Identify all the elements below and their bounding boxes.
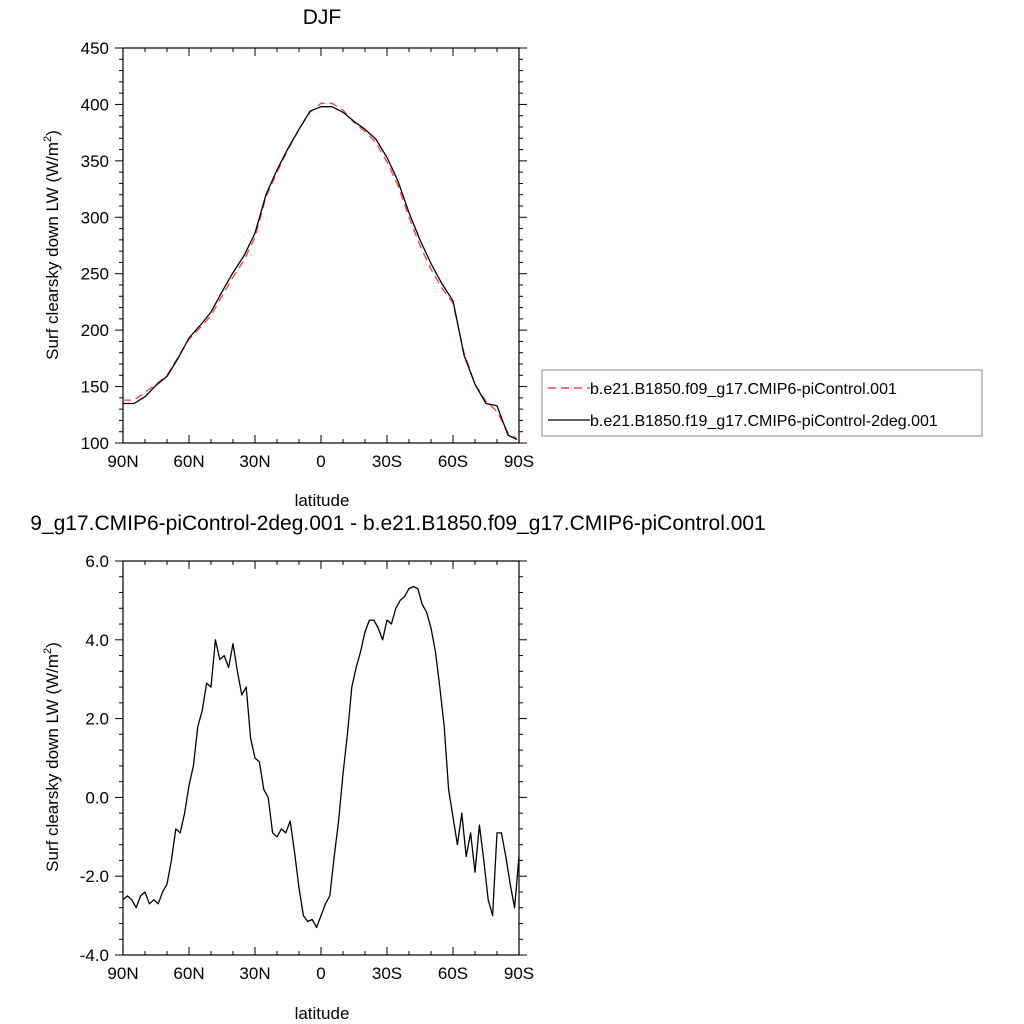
bottom-y-tick-label: 2.0 [85, 710, 109, 729]
top-y-tick-label: 250 [81, 265, 109, 284]
bottom-axes: 90N 60N 30N 0 30S 60S 90S -4.0 -2.0 0.0 2.0 4.0 6.0 [80, 552, 534, 983]
bottom-x-tick-label: 60S [438, 964, 468, 983]
top-y-axis-label: Surf clearsky down LW (W/m2) [42, 130, 62, 360]
bottom-x-tick-label: 90S [504, 964, 534, 983]
top-x-tick-label: 0 [316, 452, 325, 471]
top-series-group [123, 102, 518, 441]
bottom-y-tick-label: -2.0 [80, 867, 109, 886]
bottom-x-tick-label: 90N [107, 964, 138, 983]
top-x-tick-label: 60N [173, 452, 204, 471]
top-y-tick-label: 350 [81, 152, 109, 171]
top-y-tick-label: 400 [81, 95, 109, 114]
bottom-series-line-1 [122, 585, 520, 929]
top-chart-title: DJF [303, 6, 342, 29]
top-series-line-2 [123, 106, 518, 441]
bottom-series-group [122, 585, 520, 929]
bottom-x-tick-label: 0 [316, 964, 325, 983]
bottom-x-tick-label: 30N [239, 964, 270, 983]
top-y-tick-label: 450 [81, 39, 109, 58]
bottom-plot-frame [122, 560, 520, 956]
top-x-tick-label: 30N [239, 452, 270, 471]
bottom-x-tick-label: 30S [372, 964, 402, 983]
top-x-tick-label: 90N [107, 452, 138, 471]
top-series-line-1 [123, 102, 518, 440]
top-y-tick-label: 100 [81, 434, 109, 453]
top-x-tick-label: 90S [504, 452, 534, 471]
bottom-chart-title: 9_g17.CMIP6-piControl-2deg.001 - b.e21.B… [30, 512, 765, 535]
legend-box [541, 369, 983, 437]
bottom-y-axis-label: Surf clearsky down LW (W/m2) [42, 642, 62, 872]
bottom-y-tick-label: 0.0 [85, 788, 109, 807]
top-y-tick-label: 200 [81, 321, 109, 340]
top-x-tick-label: 30S [372, 452, 402, 471]
top-chart: DJF 90N 60N 30N 0 30S 60S 90S 100 150 200 250 300 35… [42, 6, 983, 510]
legend: b.e21.B1850.f09_g17.CMIP6-piControl.001 … [541, 369, 983, 437]
top-axes: 90N 60N 30N 0 30S 60S 90S 100 150 200 250 300 350 400… [81, 39, 535, 471]
top-y-tick-label: 300 [81, 208, 109, 227]
bottom-chart: 9_g17.CMIP6-piControl-2deg.001 - b.e21.B… [30, 512, 765, 1023]
top-x-axis-label: latitude [295, 491, 350, 510]
bottom-x-tick-label: 60N [173, 964, 204, 983]
legend-label-series-1: b.e21.B1850.f09_g17.CMIP6-piControl.001 [590, 381, 897, 398]
bottom-y-tick-label: -4.0 [80, 946, 109, 965]
bottom-y-tick-label: 6.0 [85, 552, 109, 571]
legend-label-series-2: b.e21.B1850.f19_g17.CMIP6-piControl-2deg… [590, 413, 938, 430]
bottom-y-tick-label: 4.0 [85, 631, 109, 650]
bottom-x-axis-label: latitude [295, 1004, 350, 1023]
top-x-tick-label: 60S [438, 452, 468, 471]
top-y-tick-label: 150 [81, 378, 109, 397]
